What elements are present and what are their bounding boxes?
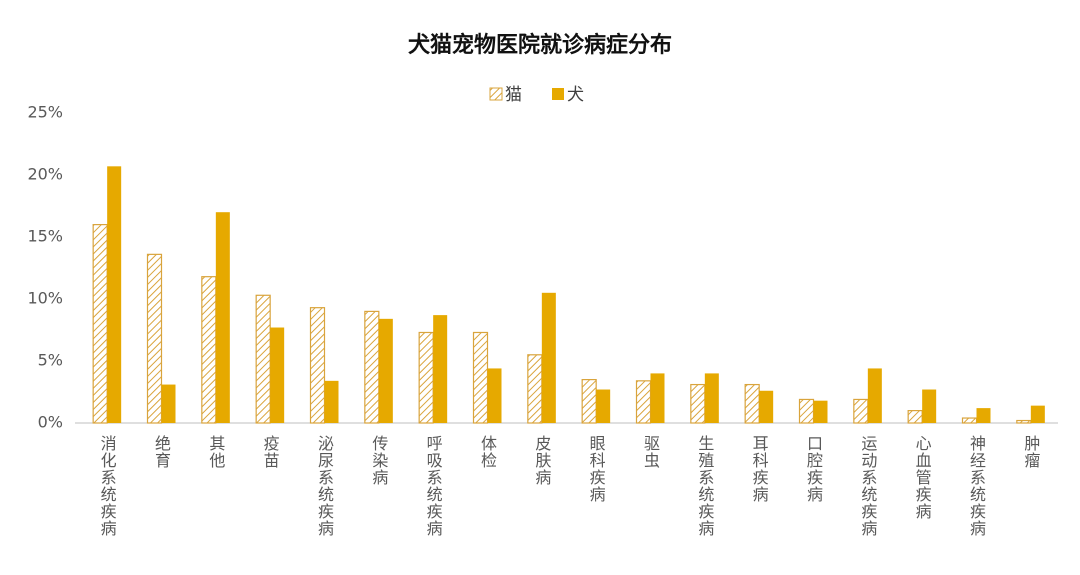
bar bbox=[853, 398, 869, 424]
x-tick-label: 驱虫 bbox=[641, 435, 660, 469]
bar bbox=[527, 354, 543, 424]
x-tick-label: 泌尿系统疾病 bbox=[315, 435, 334, 537]
x-tick-label: 生殖系统疾病 bbox=[695, 435, 714, 537]
bar bbox=[161, 384, 176, 423]
bar bbox=[146, 253, 163, 424]
bar bbox=[867, 368, 882, 423]
y-tick-label: 0% bbox=[38, 413, 63, 432]
bar bbox=[487, 368, 502, 423]
x-tick-label: 传染病 bbox=[369, 435, 388, 486]
bar bbox=[255, 294, 271, 424]
bar bbox=[1016, 419, 1032, 424]
x-tick-label: 口腔疾病 bbox=[804, 435, 823, 503]
x-tick-label: 疫苗 bbox=[261, 435, 280, 469]
x-tick-label: 神经系统疾病 bbox=[967, 435, 986, 537]
bar bbox=[378, 318, 393, 423]
legend-swatch bbox=[552, 88, 564, 100]
bar bbox=[215, 212, 230, 423]
x-tick-label: 眼科疾病 bbox=[587, 435, 606, 503]
legend-label: 猫 bbox=[505, 85, 522, 105]
bar bbox=[744, 383, 760, 424]
y-tick-label: 15% bbox=[27, 227, 63, 246]
x-tick-label: 体检 bbox=[478, 435, 497, 469]
bar bbox=[433, 315, 448, 423]
bar bbox=[581, 379, 597, 424]
x-tick-label: 皮肤病 bbox=[532, 435, 551, 486]
bar bbox=[976, 408, 991, 423]
bar bbox=[270, 327, 285, 423]
bar bbox=[704, 373, 719, 423]
bar bbox=[92, 224, 108, 424]
x-tick-label: 心血管疾病 bbox=[913, 435, 932, 520]
bar bbox=[472, 331, 489, 424]
bar bbox=[107, 166, 122, 423]
legend-label: 犬 bbox=[567, 85, 584, 105]
bar bbox=[418, 331, 434, 424]
x-tick-label: 耳科疾病 bbox=[750, 435, 769, 503]
bar bbox=[324, 380, 339, 423]
x-tick-label: 消化系统疾病 bbox=[98, 435, 117, 537]
bar bbox=[798, 398, 815, 424]
bar bbox=[364, 310, 380, 424]
bar bbox=[922, 389, 937, 423]
bar bbox=[635, 380, 652, 424]
bar bbox=[541, 292, 556, 423]
bar bbox=[813, 400, 828, 423]
legend-swatch bbox=[489, 87, 503, 101]
x-tick-label: 呼吸系统疾病 bbox=[424, 435, 443, 537]
bar bbox=[201, 276, 217, 424]
x-tick-label: 肿瘤 bbox=[1021, 435, 1040, 469]
y-tick-label: 10% bbox=[27, 289, 63, 308]
y-tick-label: 25% bbox=[27, 103, 63, 122]
bar bbox=[907, 410, 923, 424]
bar bbox=[309, 307, 326, 424]
x-tick-label: 运动系统疾病 bbox=[858, 435, 877, 537]
bar bbox=[759, 390, 774, 423]
x-tick-label: 绝育 bbox=[152, 435, 171, 469]
chart-title: 犬猫宠物医院就诊病症分布 bbox=[408, 32, 672, 58]
bar bbox=[961, 417, 978, 424]
y-tick-label: 5% bbox=[38, 351, 63, 370]
x-tick-label: 其他 bbox=[206, 435, 225, 469]
y-tick-label: 20% bbox=[27, 165, 63, 184]
bar bbox=[596, 389, 611, 423]
bar bbox=[690, 383, 706, 424]
bar bbox=[650, 373, 665, 423]
bar bbox=[1030, 405, 1045, 423]
